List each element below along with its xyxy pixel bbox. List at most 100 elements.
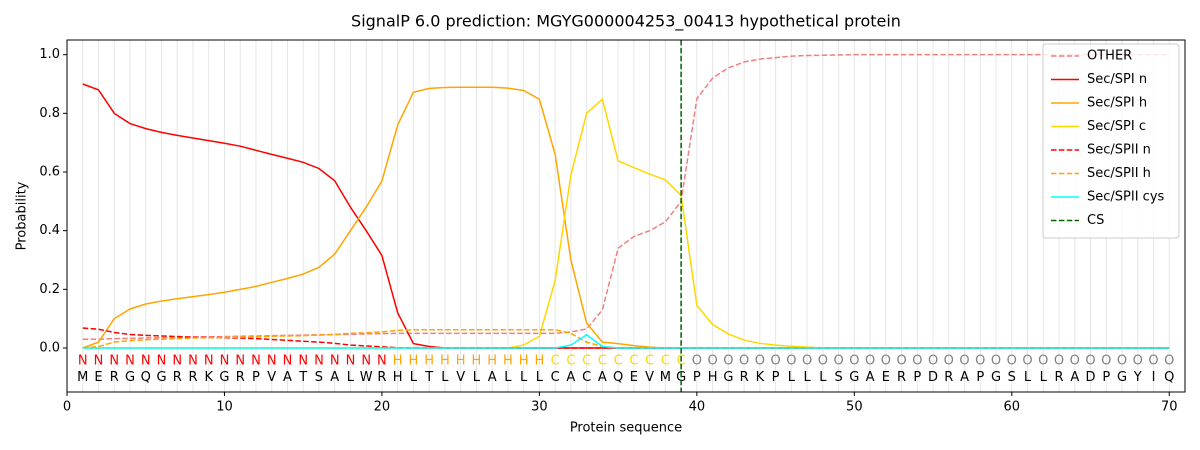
region-label: O xyxy=(865,354,875,369)
y-tick-label: 1.0 xyxy=(39,47,60,62)
residue-label: V xyxy=(645,370,654,385)
region-label: N xyxy=(283,354,293,369)
region-label: O xyxy=(802,354,812,369)
region-label: O xyxy=(692,354,702,369)
region-label: O xyxy=(770,354,780,369)
residue-label: W xyxy=(360,370,373,385)
residue-label: A xyxy=(1070,370,1079,385)
series-line xyxy=(82,53,1170,340)
region-label: O xyxy=(1164,354,1174,369)
region-label: O xyxy=(928,354,938,369)
residue-label: L xyxy=(536,370,544,385)
legend-label: Sec/SPI h xyxy=(1087,96,1147,111)
residue-label: C xyxy=(582,370,591,385)
region-label: N xyxy=(94,354,104,369)
region-label: O xyxy=(959,354,969,369)
residue-label: G xyxy=(676,370,686,385)
residue-label: A xyxy=(866,370,875,385)
x-tick-label: 60 xyxy=(1004,400,1021,415)
residue-label: P xyxy=(1102,370,1110,385)
region-label: O xyxy=(1022,354,1032,369)
region-label: H xyxy=(456,354,466,369)
y-tick-label: 0.2 xyxy=(39,282,60,297)
residue-label: R xyxy=(173,370,182,385)
residue-label: L xyxy=(1024,370,1032,385)
region-label: O xyxy=(707,354,717,369)
residue-label: G xyxy=(723,370,733,385)
legend-label: Sec/SPII h xyxy=(1087,166,1151,181)
region-label: C xyxy=(629,354,638,369)
residue-label: L xyxy=(504,370,512,385)
residue-label: R xyxy=(110,370,119,385)
residue-label: T xyxy=(298,370,307,385)
x-tick-label: 20 xyxy=(374,400,391,415)
residue-label: K xyxy=(204,370,213,385)
region-label: N xyxy=(141,354,151,369)
x-tick-label: 10 xyxy=(216,400,233,415)
residue-label: P xyxy=(252,370,260,385)
region-label: N xyxy=(235,354,245,369)
plot-frame xyxy=(66,39,1186,393)
region-label: N xyxy=(188,354,198,369)
region-label: H xyxy=(393,354,403,369)
region-label: O xyxy=(1085,354,1095,369)
residue-label: P xyxy=(772,370,780,385)
residue-label: G xyxy=(1117,370,1127,385)
residue-label: S xyxy=(1008,370,1016,385)
residue-label: G xyxy=(991,370,1001,385)
region-label: N xyxy=(109,354,119,369)
residue-label: G xyxy=(125,370,135,385)
residue-label: S xyxy=(834,370,842,385)
residue-label: Q xyxy=(613,370,623,385)
residue-label: M xyxy=(660,370,671,385)
region-label: O xyxy=(912,354,922,369)
residue-label: L xyxy=(803,370,811,385)
region-label: C xyxy=(582,354,591,369)
region-label: H xyxy=(503,354,513,369)
residue-label: K xyxy=(756,370,765,385)
region-label: C xyxy=(551,354,560,369)
residue-label: R xyxy=(236,370,245,385)
legend-label: Sec/SPI n xyxy=(1087,72,1147,87)
region-label: H xyxy=(424,354,434,369)
region-label: N xyxy=(204,354,214,369)
residue-label: L xyxy=(1040,370,1048,385)
residue-label: L xyxy=(410,370,418,385)
residue-label: C xyxy=(551,370,560,385)
residue-label: E xyxy=(94,370,102,385)
residue-label: R xyxy=(1055,370,1064,385)
residue-label: Q xyxy=(1164,370,1174,385)
region-label: H xyxy=(535,354,545,369)
region-label: O xyxy=(975,354,985,369)
residue-label: L xyxy=(520,370,528,385)
residue-label: A xyxy=(598,370,607,385)
region-label: N xyxy=(125,354,135,369)
legend-label: Sec/SPII cys xyxy=(1087,190,1165,205)
region-label: O xyxy=(881,354,891,369)
region-label: N xyxy=(251,354,261,369)
region-label: O xyxy=(944,354,954,369)
region-label: O xyxy=(739,354,749,369)
residue-label: E xyxy=(882,370,890,385)
region-label: H xyxy=(409,354,419,369)
legend-box xyxy=(1042,43,1180,239)
residue-label: S xyxy=(315,370,323,385)
x-tick-label: 70 xyxy=(1161,400,1178,415)
residue-label: L xyxy=(473,370,481,385)
residue-label: V xyxy=(456,370,465,385)
residue-label: R xyxy=(897,370,906,385)
region-label: N xyxy=(377,354,387,369)
region-label: O xyxy=(723,354,733,369)
residue-label: A xyxy=(960,370,969,385)
residue-label: I xyxy=(1152,370,1156,385)
region-label: H xyxy=(519,354,529,369)
residue-label: V xyxy=(267,370,276,385)
region-label: O xyxy=(849,354,859,369)
region-label: O xyxy=(1117,354,1127,369)
region-label: N xyxy=(267,354,277,369)
residue-label: P xyxy=(976,370,984,385)
residue-label: A xyxy=(330,370,339,385)
region-label: O xyxy=(896,354,906,369)
region-label: H xyxy=(487,354,497,369)
